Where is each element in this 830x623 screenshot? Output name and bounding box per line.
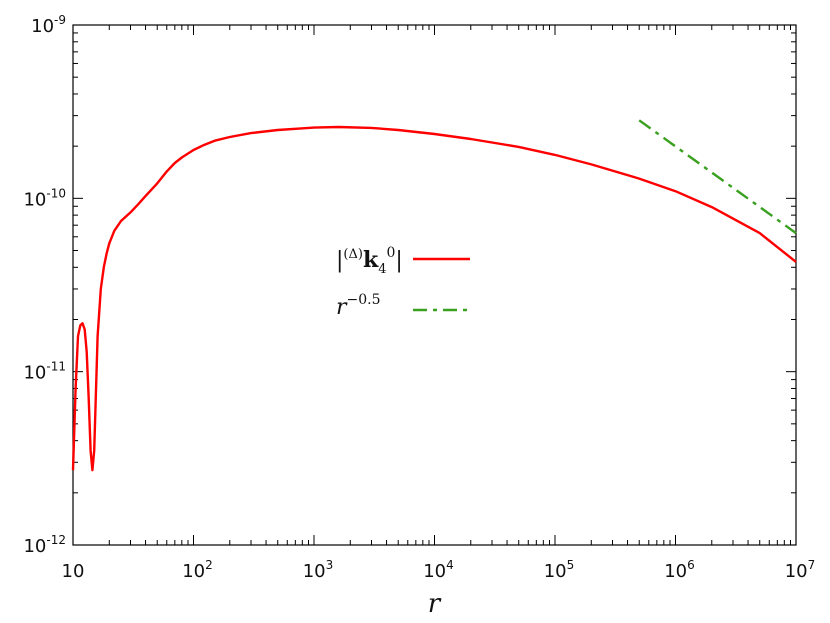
x-tick-label: 10 [62, 561, 85, 582]
legend: |(Δ)k40| r−0.5 [336, 245, 470, 320]
x-tick-label: 105 [544, 558, 575, 582]
legend-label-r-power: r−0.5 [336, 292, 381, 320]
y-tick-label: 10-10 [23, 186, 66, 210]
x-axis-label: r [428, 589, 442, 619]
y-tick-label: 10-9 [31, 13, 66, 37]
legend-label-k40: |(Δ)k40| [336, 245, 403, 277]
series-line-k40 [71, 125, 797, 472]
x-tick-label: 106 [664, 558, 695, 582]
x-tick-label: 104 [423, 558, 454, 582]
x-tick-label: 103 [303, 558, 334, 582]
y-tick-label: 10-11 [23, 360, 66, 384]
y-tick-label: 10-12 [23, 533, 66, 557]
series-group [71, 119, 797, 472]
x-tick-label: 102 [182, 558, 213, 582]
tick-label-group: 10 102 103 104 105 106 107 10-12 10-11 10-10 10-9 [23, 13, 815, 582]
x-tick-label: 107 [785, 558, 816, 582]
series-line-r-power [638, 119, 797, 235]
